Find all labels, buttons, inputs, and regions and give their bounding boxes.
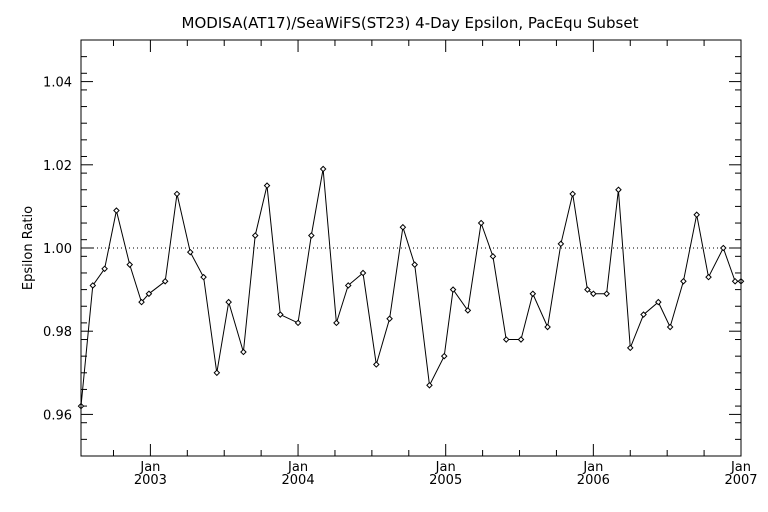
data-point xyxy=(464,307,472,314)
y-tick-label: 0.96 xyxy=(43,408,72,423)
plot-frame xyxy=(80,39,742,457)
data-point xyxy=(705,273,712,281)
y-tick-label: 0.98 xyxy=(43,325,72,340)
data-point xyxy=(731,277,739,285)
data-point xyxy=(359,269,367,277)
data-point xyxy=(603,290,610,298)
plot-layer: 0.960.981.001.021.04Jan2003Jan2004Jan200… xyxy=(43,39,758,488)
x-tick-label-year: 2003 xyxy=(134,473,167,488)
x-tick-label-year: 2007 xyxy=(724,473,757,488)
x-tick-label-year: 2006 xyxy=(577,473,610,488)
data-point xyxy=(213,369,221,377)
data-point xyxy=(449,286,457,293)
data-point xyxy=(251,232,259,239)
data-point xyxy=(240,348,247,356)
data-point xyxy=(89,282,97,289)
data-point xyxy=(319,165,327,173)
data-point xyxy=(225,298,232,306)
y-tick-label: 1.00 xyxy=(43,242,72,257)
data-point xyxy=(640,311,647,318)
data-point xyxy=(544,323,551,331)
data-point xyxy=(145,290,153,298)
data-point xyxy=(626,344,634,352)
data-point xyxy=(263,182,271,189)
y-tick-label: 1.02 xyxy=(43,159,72,174)
x-tick-label-month: Jan xyxy=(730,460,751,475)
data-point xyxy=(477,219,485,227)
x-tick-label-month: Jan xyxy=(139,460,160,475)
data-point xyxy=(489,253,497,260)
data-point xyxy=(517,336,525,343)
data-point xyxy=(126,261,134,268)
y-tick-label: 1.04 xyxy=(43,76,72,91)
x-tick-label-month: Jan xyxy=(435,460,456,475)
x-tick-label-month: Jan xyxy=(582,460,603,475)
data-point xyxy=(344,282,352,289)
x-tick-label-year: 2004 xyxy=(282,473,315,488)
data-point xyxy=(693,211,701,219)
data-point xyxy=(680,277,687,285)
data-point xyxy=(161,277,169,285)
data-point xyxy=(615,186,622,194)
data-point xyxy=(372,361,380,368)
data-point xyxy=(113,207,120,214)
data-point xyxy=(502,336,510,343)
data-point xyxy=(655,298,662,306)
data-point xyxy=(719,244,727,252)
data-point xyxy=(529,290,537,298)
data-point xyxy=(294,319,302,327)
data-point xyxy=(557,240,565,248)
data-point xyxy=(584,286,591,293)
data-point xyxy=(399,223,407,231)
data-point xyxy=(440,352,448,360)
x-tick-label-month: Jan xyxy=(287,460,308,475)
data-point xyxy=(308,232,315,239)
x-tick-label-year: 2005 xyxy=(429,473,462,488)
data-point xyxy=(200,273,207,281)
data-point xyxy=(569,190,576,198)
data-point xyxy=(277,311,284,318)
data-point xyxy=(138,298,145,306)
data-point xyxy=(590,290,597,298)
data-point xyxy=(411,261,418,268)
data-point xyxy=(173,190,181,198)
data-point xyxy=(386,315,393,323)
y-axis-label: Epsilon Ratio xyxy=(21,206,36,290)
data-point xyxy=(666,323,674,331)
data-point xyxy=(426,381,433,389)
chart-title: MODISA(AT17)/SeaWiFS(ST23) 4-Day Epsilon… xyxy=(182,14,639,32)
data-point xyxy=(101,265,108,273)
data-point xyxy=(333,319,340,327)
data-point xyxy=(186,248,194,256)
